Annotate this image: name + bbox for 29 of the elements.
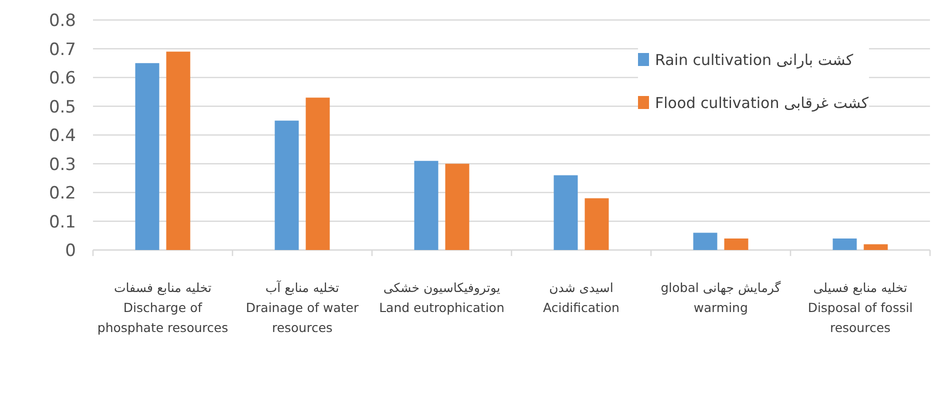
- x-tick-label: یوتروفیکاسیون خشکی Land eutrophication: [378, 279, 506, 317]
- x-tick-label: تخلیه منابع فسفات Discharge of phosphate resources: [97, 279, 228, 337]
- bar: [554, 175, 578, 250]
- legend-label: کشت غرقابی Flood cultivation: [655, 94, 869, 112]
- y-tick-label: 0: [65, 241, 76, 261]
- y-tick-label: 0.8: [48, 11, 76, 31]
- bar: [584, 198, 609, 250]
- y-tick-label: 0.5: [48, 97, 76, 118]
- bar: [445, 164, 470, 250]
- x-tick-label: گرمایش جهانی global warming: [660, 279, 782, 317]
- bar: [693, 232, 718, 250]
- bar: [864, 244, 888, 250]
- y-tick-label: 0.3: [48, 154, 76, 175]
- bar: [135, 63, 160, 250]
- bar: [832, 238, 857, 250]
- y-tick-label: 0.6: [48, 68, 76, 88]
- y-tick-label: 0.1: [48, 212, 76, 232]
- bar: [724, 238, 748, 250]
- y-tick-label: 0.2: [48, 184, 76, 204]
- x-tick-label: تخلیه منابع آب Drainage of water resources: [244, 279, 360, 337]
- y-tick-label: 0.7: [48, 40, 76, 60]
- legend-label: کشت بارانی Rain cultivation: [655, 50, 854, 68]
- y-tick-label: 0.4: [48, 126, 76, 146]
- bar: [306, 98, 330, 250]
- bar: [414, 160, 438, 250]
- bar: [166, 52, 190, 250]
- bar: [274, 120, 299, 250]
- x-tick-label: تخلیه منابع فسیلی Disposal of fossil resources: [806, 279, 914, 337]
- x-tick-label: اسیدی شدن Acidification: [542, 279, 620, 317]
